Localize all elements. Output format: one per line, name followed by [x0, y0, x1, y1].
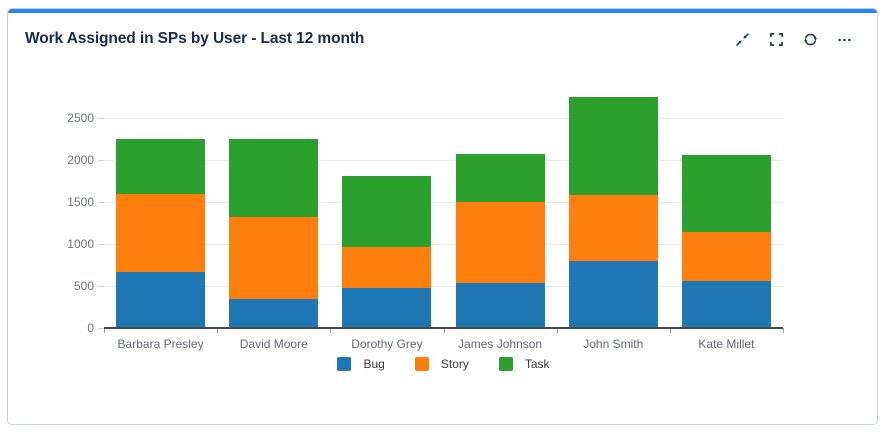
x-axis-label: Kate Millet — [698, 337, 755, 351]
legend-label: Bug — [363, 357, 385, 371]
bar-segment-task[interactable] — [681, 154, 771, 233]
legend-item-task[interactable]: Task — [498, 357, 550, 371]
legend-item-bug[interactable]: Bug — [337, 357, 385, 371]
bar-segment-bug[interactable] — [568, 260, 658, 328]
x-axis-label: Dorothy Grey — [351, 337, 423, 351]
bar-david-moore[interactable] — [229, 138, 319, 328]
bar-segment-story[interactable] — [229, 217, 319, 300]
page-title: Work Assigned in SPs by User - Last 12 m… — [25, 30, 365, 47]
x-axis-label: James Johnson — [458, 337, 543, 351]
x-axis-label: David Moore — [239, 337, 308, 351]
bar-segment-bug[interactable] — [681, 280, 771, 328]
more-button[interactable] — [836, 31, 853, 48]
x-axis-tick — [556, 328, 558, 333]
bar-segment-story[interactable] — [116, 194, 206, 273]
bar-segment-bug[interactable] — [455, 282, 545, 328]
bar-segment-bug[interactable] — [342, 288, 432, 328]
bar-barbara-presley[interactable] — [116, 138, 206, 328]
legend-swatch — [498, 357, 513, 371]
y-axis-tick-label: 1000 — [67, 236, 94, 251]
fullscreen-icon — [770, 32, 783, 46]
x-axis-label: John Smith — [583, 337, 644, 351]
card-header: Work Assigned in SPs by User - Last 12 m… — [8, 13, 877, 57]
y-axis-tick — [98, 243, 104, 245]
gridline — [104, 117, 783, 119]
gridline — [104, 243, 783, 245]
legend-item-story[interactable]: Story — [414, 357, 469, 371]
y-axis-tick — [98, 159, 104, 161]
x-axis-tick — [443, 328, 445, 333]
x-axis-line — [104, 327, 783, 329]
x-axis-tick — [669, 328, 671, 333]
x-axis-tick — [783, 328, 784, 333]
bar-dorothy-grey[interactable] — [342, 176, 432, 328]
refresh-icon — [803, 33, 818, 45]
y-axis-tick — [98, 328, 104, 329]
card-toolbar — [734, 31, 853, 48]
y-axis-tick-label: 0 — [87, 321, 94, 335]
bar-segment-task[interactable] — [568, 96, 658, 195]
y-axis-tick — [98, 201, 104, 203]
bar-segment-story[interactable] — [568, 195, 658, 261]
dashboard-gadget-card: Work Assigned in SPs by User - Last 12 m… — [7, 8, 878, 425]
refresh-button[interactable] — [802, 31, 819, 48]
y-axis-tick-label: 1500 — [67, 194, 94, 209]
legend-label: Story — [440, 357, 469, 371]
bar-segment-bug[interactable] — [229, 299, 319, 328]
bar-segment-task[interactable] — [116, 138, 206, 195]
stacked-bar-chart: 0 500 1000 1500 2000 2500 Barbara Presley David… — [8, 57, 877, 392]
gridline — [104, 159, 783, 161]
y-axis-tick-label: 2500 — [67, 110, 94, 125]
bar-segment-story[interactable] — [681, 232, 771, 281]
fullscreen-button[interactable] — [768, 31, 785, 48]
bar-segment-task[interactable] — [229, 138, 319, 218]
y-axis-tick-label: 2000 — [67, 152, 94, 167]
x-axis-tick — [330, 328, 332, 333]
bar-segment-bug[interactable] — [116, 272, 206, 328]
plot-area — [104, 91, 783, 328]
gridline — [104, 285, 783, 287]
bar-segment-story[interactable] — [342, 247, 432, 289]
bar-segment-task[interactable] — [455, 153, 545, 202]
x-axis-label: Barbara Presley — [117, 337, 204, 351]
x-axis-tick — [217, 328, 219, 333]
more-icon — [838, 38, 851, 41]
y-axis-tick — [98, 285, 104, 287]
bar-james-johnson[interactable] — [455, 153, 545, 328]
legend-label: Task — [524, 357, 550, 371]
collapse-button[interactable] — [734, 31, 751, 48]
x-axis-tick — [104, 328, 105, 333]
bar-kate-millet[interactable] — [681, 154, 771, 328]
legend-swatch — [337, 357, 352, 371]
card-accent-bar — [8, 9, 877, 13]
y-axis-tick-label: 500 — [73, 278, 94, 293]
collapse-icon — [736, 32, 749, 46]
legend-swatch — [414, 357, 429, 371]
bar-john-smith[interactable] — [568, 96, 658, 328]
legend: Bug Story Task — [104, 357, 783, 371]
bar-segment-task[interactable] — [342, 176, 432, 248]
gridline — [104, 201, 783, 203]
y-axis-tick — [98, 117, 104, 119]
bar-segment-story[interactable] — [455, 201, 545, 283]
